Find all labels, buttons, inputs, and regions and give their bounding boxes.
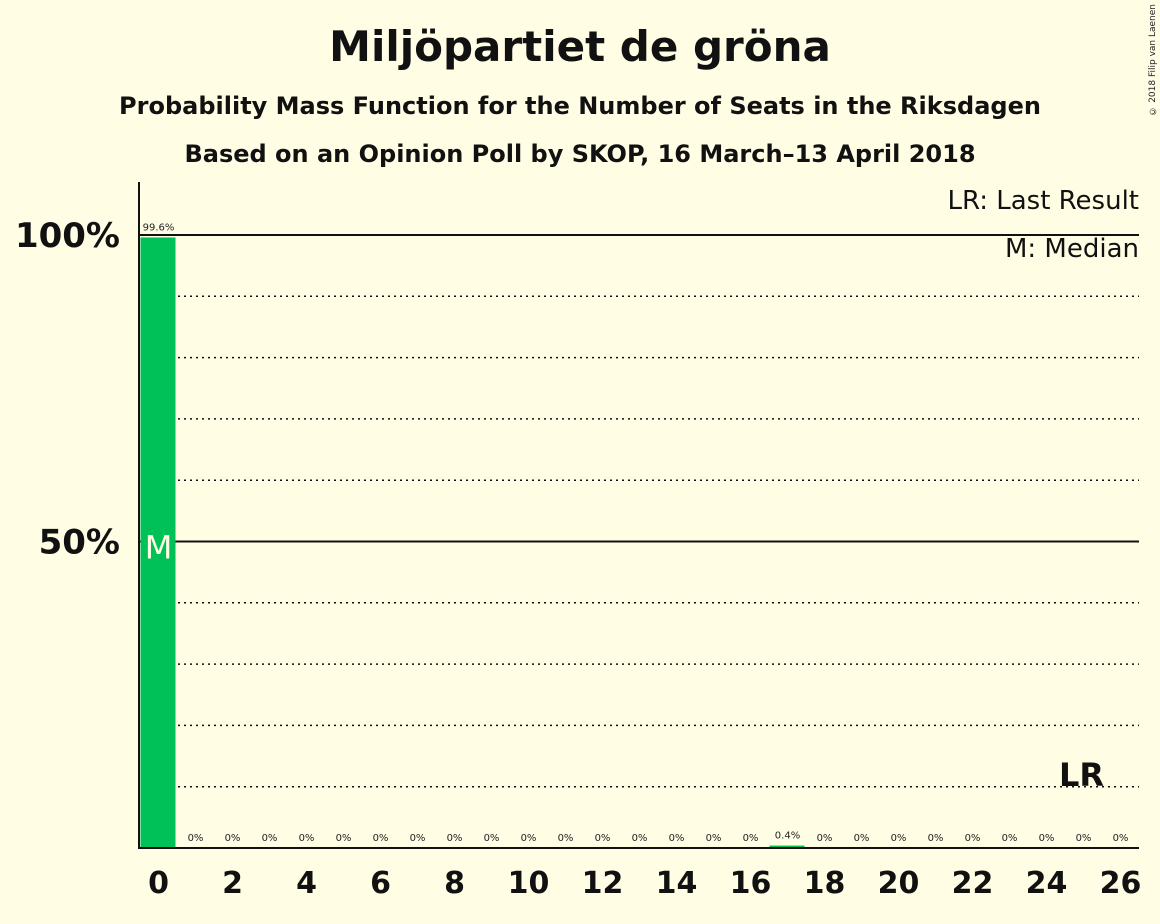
bar-seat-17	[769, 845, 805, 848]
data-label-seat-0: 99.6%	[143, 222, 175, 233]
data-label-seat-19: 0%	[854, 833, 870, 844]
x-tick-18: 18	[804, 866, 846, 901]
x-tick-0: 0	[148, 866, 169, 901]
x-tick-14: 14	[656, 866, 698, 901]
data-label-seat-7: 0%	[410, 833, 426, 844]
bars	[140, 237, 805, 848]
data-label-seat-20: 0%	[891, 833, 907, 844]
last-result-marker: LR	[1059, 756, 1104, 794]
data-label-seat-18: 0%	[817, 833, 833, 844]
chart-title: Miljöpartiet de gröna	[329, 22, 831, 71]
legend-last-result: LR: Last Result	[947, 186, 1139, 216]
x-tick-10: 10	[508, 866, 550, 901]
x-tick-24: 24	[1026, 866, 1068, 901]
data-label-seat-17: 0.4%	[775, 831, 800, 842]
x-tick-2: 2	[222, 866, 243, 901]
x-tick-26: 26	[1100, 866, 1142, 901]
chart-source: Based on an Opinion Poll by SKOP, 16 Mar…	[184, 140, 976, 168]
data-label-seat-21: 0%	[928, 833, 944, 844]
chart-subtitle: Probability Mass Function for the Number…	[119, 92, 1041, 120]
y-tick-100: 100%	[15, 216, 120, 256]
x-tick-22: 22	[952, 866, 994, 901]
data-label-seat-22: 0%	[965, 833, 981, 844]
data-label-seat-26: 0%	[1113, 833, 1129, 844]
data-label-seat-13: 0%	[632, 833, 648, 844]
data-label-seat-4: 0%	[299, 833, 315, 844]
median-marker: M	[145, 529, 173, 567]
data-label-seat-2: 0%	[225, 833, 241, 844]
data-label-seat-23: 0%	[1002, 833, 1018, 844]
data-label-seat-5: 0%	[336, 833, 352, 844]
bar-seat-0	[140, 237, 176, 848]
data-label-seat-12: 0%	[595, 833, 611, 844]
x-tick-20: 20	[878, 866, 920, 901]
legend-median: M: Median	[1005, 234, 1139, 264]
data-label-seat-10: 0%	[521, 833, 537, 844]
data-label-seat-15: 0%	[706, 833, 722, 844]
data-label-seat-24: 0%	[1039, 833, 1055, 844]
data-label-seat-1: 0%	[188, 833, 204, 844]
data-label-seat-25: 0%	[1076, 833, 1092, 844]
x-tick-6: 6	[370, 866, 391, 901]
axes	[138, 182, 1139, 849]
x-tick-12: 12	[582, 866, 624, 901]
data-label-seat-3: 0%	[262, 833, 278, 844]
data-label-seat-16: 0%	[743, 833, 759, 844]
x-tick-4: 4	[296, 866, 317, 901]
data-label-seat-8: 0%	[447, 833, 463, 844]
data-label-seat-11: 0%	[558, 833, 574, 844]
y-tick-50: 50%	[39, 523, 120, 563]
grid-lines	[140, 234, 1139, 788]
data-label-seat-14: 0%	[669, 833, 685, 844]
data-label-seat-6: 0%	[373, 833, 389, 844]
data-label-seat-9: 0%	[484, 833, 500, 844]
x-tick-16: 16	[730, 866, 772, 901]
x-tick-8: 8	[444, 866, 465, 901]
data-labels: 99.6% 0% 0% 0% 0% 0% 0% 0% 0% 0% 0% 0% 0% 0% 0% 0% 0% 0.4…	[143, 222, 1129, 844]
